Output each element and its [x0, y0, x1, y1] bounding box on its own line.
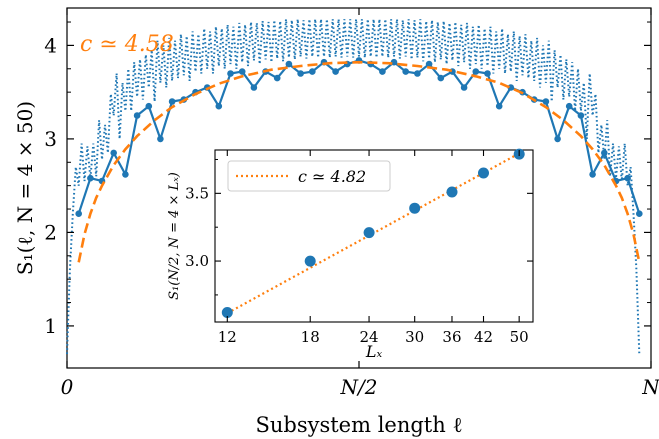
main-x-tick-label: N/2 — [340, 375, 378, 399]
main-data-point — [168, 98, 176, 105]
inset-y-tick-label: 3.0 — [185, 252, 209, 270]
main-data-point — [285, 60, 293, 68]
main-data-point — [601, 149, 608, 157]
main-data-point — [227, 70, 234, 77]
inset-y-tick-label: 3.5 — [185, 184, 209, 202]
inset-x-tick-label: 50 — [510, 328, 529, 346]
main-x-axis-label: Subsystem length ℓ — [255, 413, 462, 437]
inset-x-tick-label: 36 — [442, 328, 461, 346]
main-data-point — [484, 70, 491, 77]
main-data-point — [238, 68, 246, 75]
main-series-group — [66, 19, 643, 355]
main-series-line-dotted — [66, 19, 641, 355]
inset-y-axis-label: S₁(N/2, N = 4 × Lₓ) — [167, 172, 182, 300]
inset-data-point — [478, 167, 489, 179]
inset-data-point — [363, 227, 375, 239]
main-data-point — [250, 84, 258, 91]
main-annotation: c ≃ 4.58 — [80, 32, 174, 57]
main-data-point — [87, 174, 94, 182]
inset-axis-ticks: 12 18 24 30 36 42 50 3.0 3.5 — [185, 150, 533, 346]
main-data-point — [402, 68, 410, 75]
main-data-point — [215, 102, 223, 110]
main-x-tick-label: 0 — [61, 375, 74, 399]
inset-x-tick-label: 12 — [218, 328, 237, 346]
main-data-point — [554, 135, 561, 143]
inset-x-tick-label: 30 — [405, 328, 424, 346]
inset-data-point — [409, 202, 421, 214]
inset-x-tick-label: 24 — [360, 328, 379, 346]
inset-legend: c ≃ 4.82 — [227, 160, 391, 192]
inset-x-tick-label: 18 — [301, 328, 320, 346]
inset-x-axis-label: Lₓ — [365, 342, 383, 361]
main-data-point — [122, 171, 129, 178]
main-data-point — [390, 58, 398, 66]
main-data-point — [414, 70, 421, 77]
main-data-point — [437, 74, 445, 82]
main-y-tick-label: 3 — [44, 127, 57, 151]
main-data-point — [297, 70, 304, 77]
main-data-point — [495, 102, 503, 110]
main-x-tick-label: N — [641, 375, 659, 399]
inset-legend-box — [227, 160, 391, 192]
main-data-point — [273, 74, 281, 82]
inset-plot: 12 18 24 30 36 42 50 3.0 3.5 c ≃ 4.82 Lₓ S₁(N/2,… — [167, 148, 534, 361]
main-data-point — [589, 171, 596, 178]
inset-data-point — [446, 186, 458, 198]
main-data-point — [624, 174, 631, 182]
main-data-point — [145, 102, 153, 110]
main-data-point — [577, 112, 585, 119]
main-data-point — [636, 210, 643, 217]
main-data-point — [133, 112, 141, 119]
main-data-point — [425, 60, 433, 68]
inset-data-point — [221, 307, 233, 318]
main-y-tick-label: 4 — [44, 33, 57, 57]
main-fit-curve — [77, 60, 641, 263]
main-y-tick-label: 2 — [44, 220, 57, 244]
main-data-point — [542, 98, 550, 105]
main-data-point — [565, 102, 573, 110]
main-data-point — [332, 68, 339, 75]
main-data-point — [110, 149, 117, 157]
main-data-point — [472, 68, 480, 75]
main-data-point — [75, 210, 82, 217]
inset-series-group — [221, 148, 525, 318]
inset-data-point — [304, 255, 316, 267]
main-data-point — [379, 68, 386, 75]
inset-legend-label: c ≃ 4.82 — [298, 167, 366, 186]
inset-x-tick-label: 42 — [474, 328, 493, 346]
main-y-tick-label: 1 — [44, 314, 57, 338]
main-data-point — [157, 135, 164, 143]
main-data-point — [309, 68, 316, 75]
main-y-axis-label: S₁(ℓ, N = 4 × 50) — [13, 101, 37, 275]
main-data-point — [460, 84, 468, 91]
